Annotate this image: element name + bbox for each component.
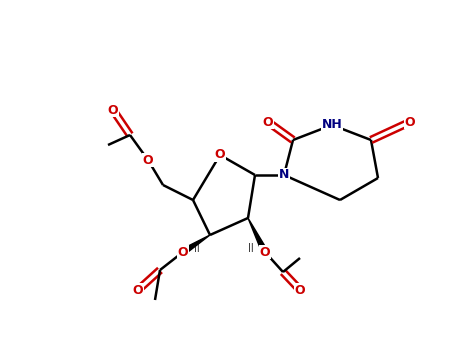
Text: O: O [108, 104, 118, 117]
Text: ||: || [194, 243, 200, 252]
Text: O: O [178, 245, 188, 259]
Text: O: O [404, 116, 415, 128]
Text: O: O [133, 284, 143, 296]
Text: ||: || [248, 243, 254, 252]
Text: O: O [295, 284, 305, 296]
Text: O: O [260, 245, 270, 259]
Polygon shape [248, 218, 268, 253]
Text: N: N [279, 168, 289, 182]
Text: O: O [263, 116, 273, 128]
Text: NH: NH [322, 119, 342, 132]
Text: O: O [143, 154, 153, 167]
Polygon shape [182, 235, 210, 254]
Text: O: O [215, 148, 225, 161]
